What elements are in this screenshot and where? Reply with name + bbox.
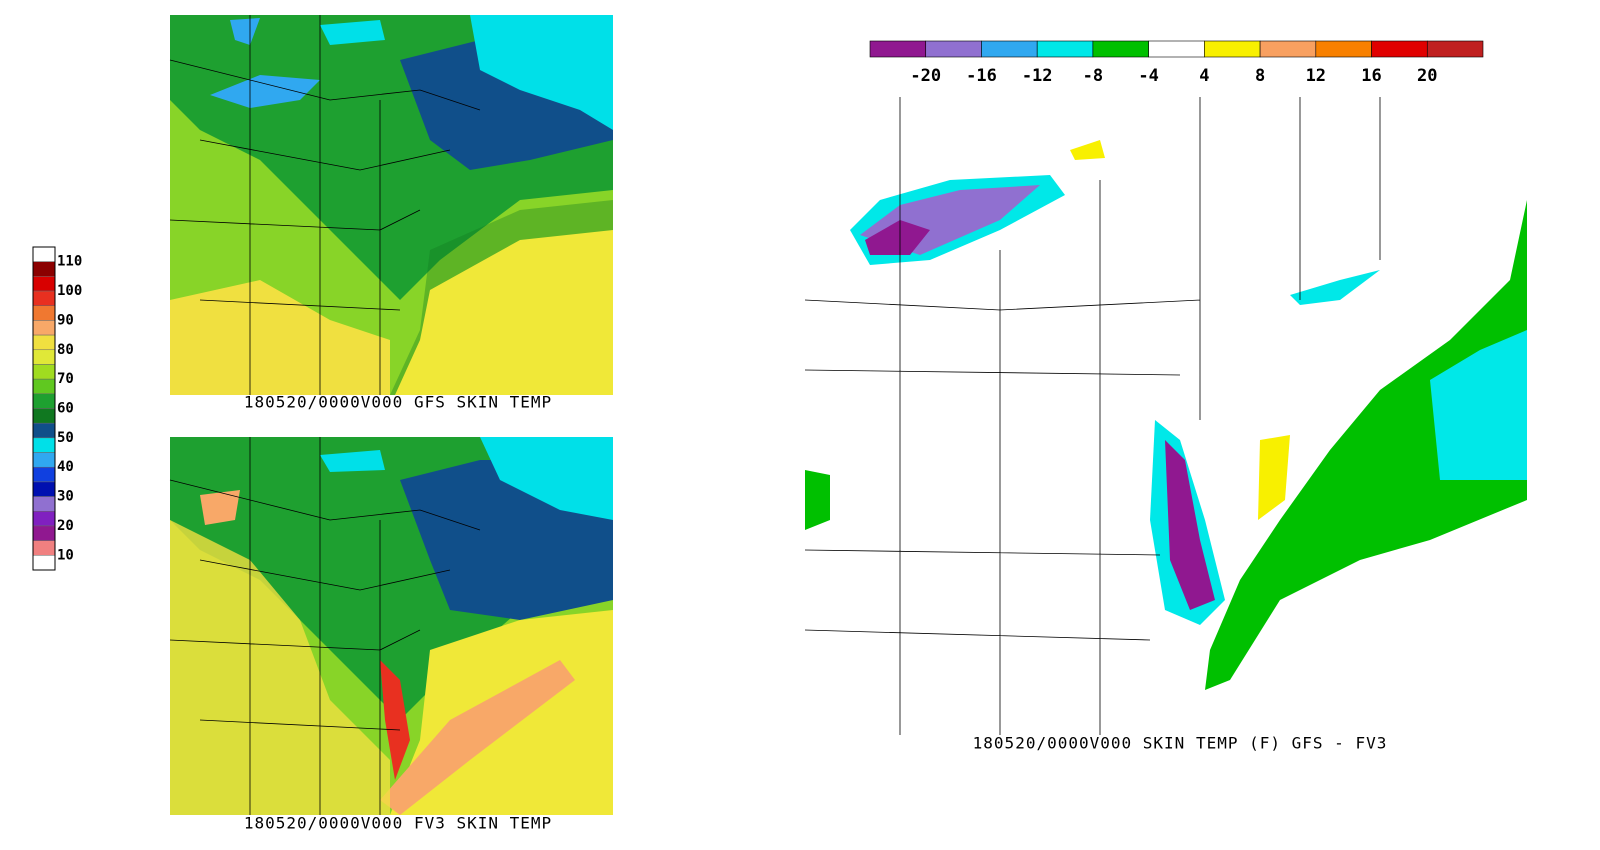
legend-frame: [32, 246, 56, 571]
legend-swatch: [32, 393, 56, 409]
legend-label: 10: [57, 547, 74, 563]
colorbar-swatch: [1259, 40, 1317, 58]
legend-swatch: [32, 452, 56, 468]
legend-label: 50: [57, 430, 74, 446]
legend-label: 20: [57, 518, 74, 534]
left-legend: 110 100 90 80 70 60 50 40 30 20 10: [32, 246, 82, 571]
legend-swatch: [32, 349, 56, 365]
colorbar-label: -4: [1138, 66, 1158, 86]
colorbar-swatch: [981, 40, 1038, 58]
colorbar-swatch: [1315, 40, 1372, 58]
diff-map: 180520/0000V000 SKIN TEMP (F) GFS - FV3: [804, 97, 1527, 753]
legend-label: 30: [57, 489, 74, 505]
legend-swatch: [32, 422, 56, 439]
colorbar-swatch: [1092, 40, 1149, 58]
colorbar-swatch: [1204, 40, 1261, 58]
legend-label: 90: [57, 312, 74, 328]
legend-swatch: [32, 555, 56, 571]
legend-swatch: [32, 246, 56, 262]
legend-label: 100: [57, 283, 82, 299]
colorbar-swatch: [925, 40, 982, 58]
colorbar-label: 8: [1255, 66, 1265, 86]
map-caption: 180520/0000V000 FV3 SKIN TEMP: [244, 814, 552, 833]
legend-swatch: [32, 261, 56, 277]
fv3-map: 180520/0000V000 FV3 SKIN TEMP: [169, 437, 613, 833]
colorbar-label: -8: [1083, 66, 1103, 86]
legend-swatch: [32, 437, 56, 453]
legend-swatch: [32, 320, 56, 336]
colorbar-label: -20: [910, 66, 941, 86]
colorbar-label: -16: [966, 66, 997, 86]
colorbar-swatch: [1426, 40, 1484, 58]
legend-swatch: [32, 496, 56, 512]
legend-label: 80: [57, 342, 74, 358]
map-caption: 180520/0000V000 SKIN TEMP (F) GFS - FV3: [973, 734, 1388, 753]
legend-swatch: [32, 481, 56, 497]
legend-label: 110: [57, 254, 82, 270]
diff-colorbar: -20 -16 -12 -8 -4 4 8 12 16 20: [869, 40, 1484, 86]
legend-label: 70: [57, 371, 74, 387]
legend-swatch: [32, 525, 56, 541]
colorbar-label: 16: [1361, 66, 1381, 86]
legend-swatch: [32, 305, 56, 321]
legend-swatch: [32, 378, 56, 395]
legend-swatch: [32, 466, 56, 483]
colorbar-swatch: [1036, 40, 1094, 58]
colorbar-swatch: [1371, 40, 1428, 58]
legend-swatch: [32, 276, 56, 292]
legend-swatch: [32, 290, 56, 306]
legend-label: 60: [57, 401, 74, 417]
colorbar-label: -12: [1022, 66, 1053, 86]
gfs-map: 180520/0000V000 GFS SKIN TEMP: [169, 15, 613, 412]
colorbar-swatch: [869, 40, 927, 58]
legend-swatch: [32, 408, 56, 424]
legend-swatch: [32, 364, 56, 380]
colorbar-label: 12: [1306, 66, 1326, 86]
legend-swatch: [32, 540, 56, 556]
map-caption: 180520/0000V000 GFS SKIN TEMP: [244, 393, 552, 412]
legend-swatch: [32, 334, 56, 351]
colorbar-label: 4: [1199, 66, 1209, 86]
colorbar-label: 20: [1417, 66, 1437, 86]
colorbar-swatch: [1148, 40, 1205, 58]
legend-swatch: [32, 511, 56, 527]
legend-label: 40: [57, 459, 74, 475]
